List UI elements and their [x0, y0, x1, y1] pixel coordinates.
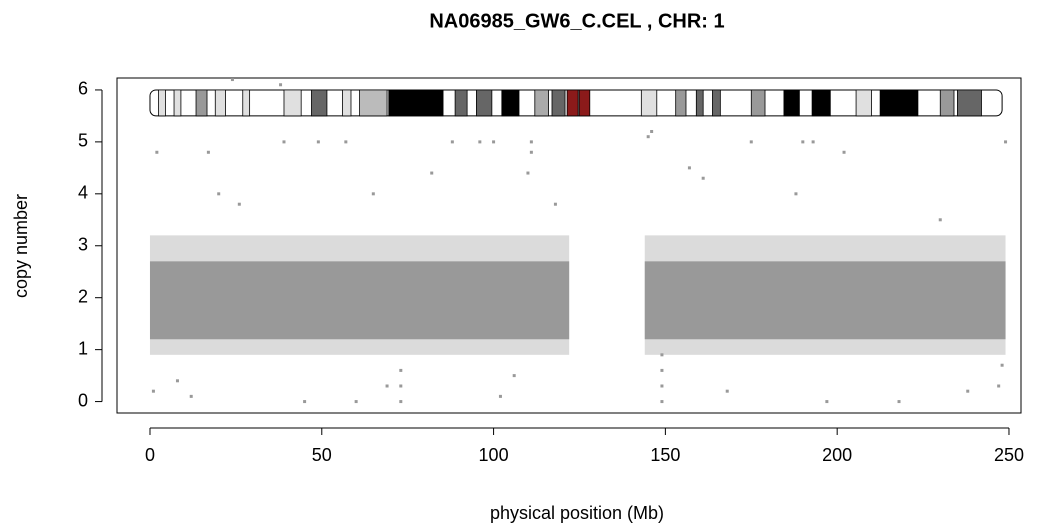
- point: [230, 78, 234, 82]
- ideogram-band: [195, 89, 208, 117]
- ideogram-band: [214, 89, 226, 117]
- point: [749, 140, 753, 144]
- point: [660, 400, 664, 404]
- ideogram-band: [675, 89, 687, 117]
- point: [478, 140, 482, 144]
- ideogram-band: [359, 89, 388, 117]
- plot-frame: [116, 77, 1022, 414]
- point: [660, 353, 664, 357]
- point: [660, 368, 664, 372]
- dense-points: [149, 261, 570, 340]
- ideogram-band: [879, 89, 919, 117]
- x-tick-label: 250: [994, 445, 1024, 465]
- point: [526, 171, 530, 175]
- point: [529, 150, 533, 154]
- ideogram-band: [476, 89, 493, 117]
- ideogram-band: [501, 89, 520, 117]
- ideogram-band: [242, 89, 251, 117]
- x-tick-label: 150: [650, 445, 680, 465]
- point: [1004, 140, 1008, 144]
- point: [512, 374, 516, 378]
- ideogram-band: [957, 89, 982, 117]
- x-tick-label: 0: [145, 445, 155, 465]
- ideogram-band: [750, 89, 766, 117]
- ideogram-band: [695, 89, 704, 117]
- point: [825, 400, 829, 404]
- point: [1000, 363, 1004, 367]
- point: [354, 400, 358, 404]
- point: [646, 135, 650, 139]
- point: [206, 150, 210, 154]
- point: [966, 389, 970, 393]
- ideogram-band: [173, 89, 182, 117]
- ideogram-band: [811, 89, 831, 117]
- point: [529, 140, 533, 144]
- point: [650, 129, 654, 133]
- ideogram-band: [566, 89, 579, 117]
- point: [217, 192, 221, 196]
- point: [801, 140, 805, 144]
- ideogram-band: [158, 89, 166, 117]
- point: [371, 192, 375, 196]
- point: [701, 176, 705, 180]
- ideogram-band: [783, 89, 800, 117]
- point: [430, 171, 434, 175]
- ideogram-band: [939, 89, 955, 117]
- ideogram-band: [578, 89, 591, 117]
- point: [725, 389, 729, 393]
- chart-title: NA06985_GW6_C.CEL , CHR: 1: [429, 10, 724, 32]
- point: [385, 384, 389, 388]
- ideogram-band: [640, 89, 658, 117]
- point: [794, 192, 798, 196]
- y-tick-label: 0: [78, 390, 88, 410]
- x-axis-label: physical position (Mb): [490, 503, 664, 523]
- point: [811, 140, 815, 144]
- point: [498, 394, 502, 398]
- x-tick-label: 50: [312, 445, 332, 465]
- point: [175, 379, 179, 383]
- y-axis-label: copy number: [11, 194, 31, 298]
- point: [155, 150, 159, 154]
- point: [997, 384, 1001, 388]
- point: [897, 400, 901, 404]
- point: [151, 389, 155, 393]
- ideogram-band: [341, 89, 352, 117]
- y-tick-label: 1: [78, 338, 88, 358]
- ideogram-band: [283, 89, 302, 117]
- point: [189, 394, 193, 398]
- point: [344, 140, 348, 144]
- point: [450, 140, 454, 144]
- point: [282, 140, 286, 144]
- ideogram-band: [855, 89, 872, 117]
- y-tick-label: 2: [78, 286, 88, 306]
- ideogram-band: [534, 89, 549, 117]
- ideogram-band: [388, 89, 444, 117]
- point: [237, 202, 241, 206]
- point: [492, 140, 496, 144]
- point: [279, 83, 283, 87]
- point: [399, 384, 403, 388]
- ideogram-band: [712, 89, 721, 117]
- point: [303, 400, 307, 404]
- point: [842, 150, 846, 154]
- y-tick-label: 4: [78, 183, 88, 203]
- ideogram-band: [311, 89, 328, 117]
- y-tick-label: 3: [78, 235, 88, 255]
- point: [660, 384, 664, 388]
- point: [687, 166, 691, 170]
- ideogram-band: [551, 89, 566, 117]
- x-tick-label: 100: [479, 445, 509, 465]
- x-tick-label: 200: [822, 445, 852, 465]
- point: [553, 202, 557, 206]
- ideogram-band: [454, 89, 468, 117]
- point: [316, 140, 320, 144]
- point: [399, 368, 403, 372]
- dense-points: [644, 261, 1006, 340]
- y-tick-label: 6: [78, 79, 88, 99]
- point: [399, 400, 403, 404]
- point: [938, 218, 942, 222]
- y-tick-label: 5: [78, 131, 88, 151]
